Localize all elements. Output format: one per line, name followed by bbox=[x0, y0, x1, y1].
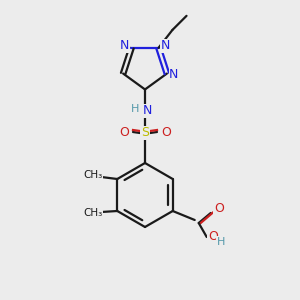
Text: N: N bbox=[120, 39, 129, 52]
Text: H: H bbox=[217, 237, 225, 247]
Text: O: O bbox=[119, 125, 129, 139]
Text: H: H bbox=[131, 104, 139, 114]
Text: N: N bbox=[161, 39, 170, 52]
Text: O: O bbox=[161, 125, 171, 139]
Text: N: N bbox=[169, 68, 178, 81]
Text: N: N bbox=[142, 104, 152, 118]
Text: O: O bbox=[208, 230, 218, 244]
Text: S: S bbox=[141, 127, 149, 140]
Text: CH₃: CH₃ bbox=[84, 208, 103, 218]
Text: CH₃: CH₃ bbox=[84, 170, 103, 180]
Text: O: O bbox=[214, 202, 224, 215]
